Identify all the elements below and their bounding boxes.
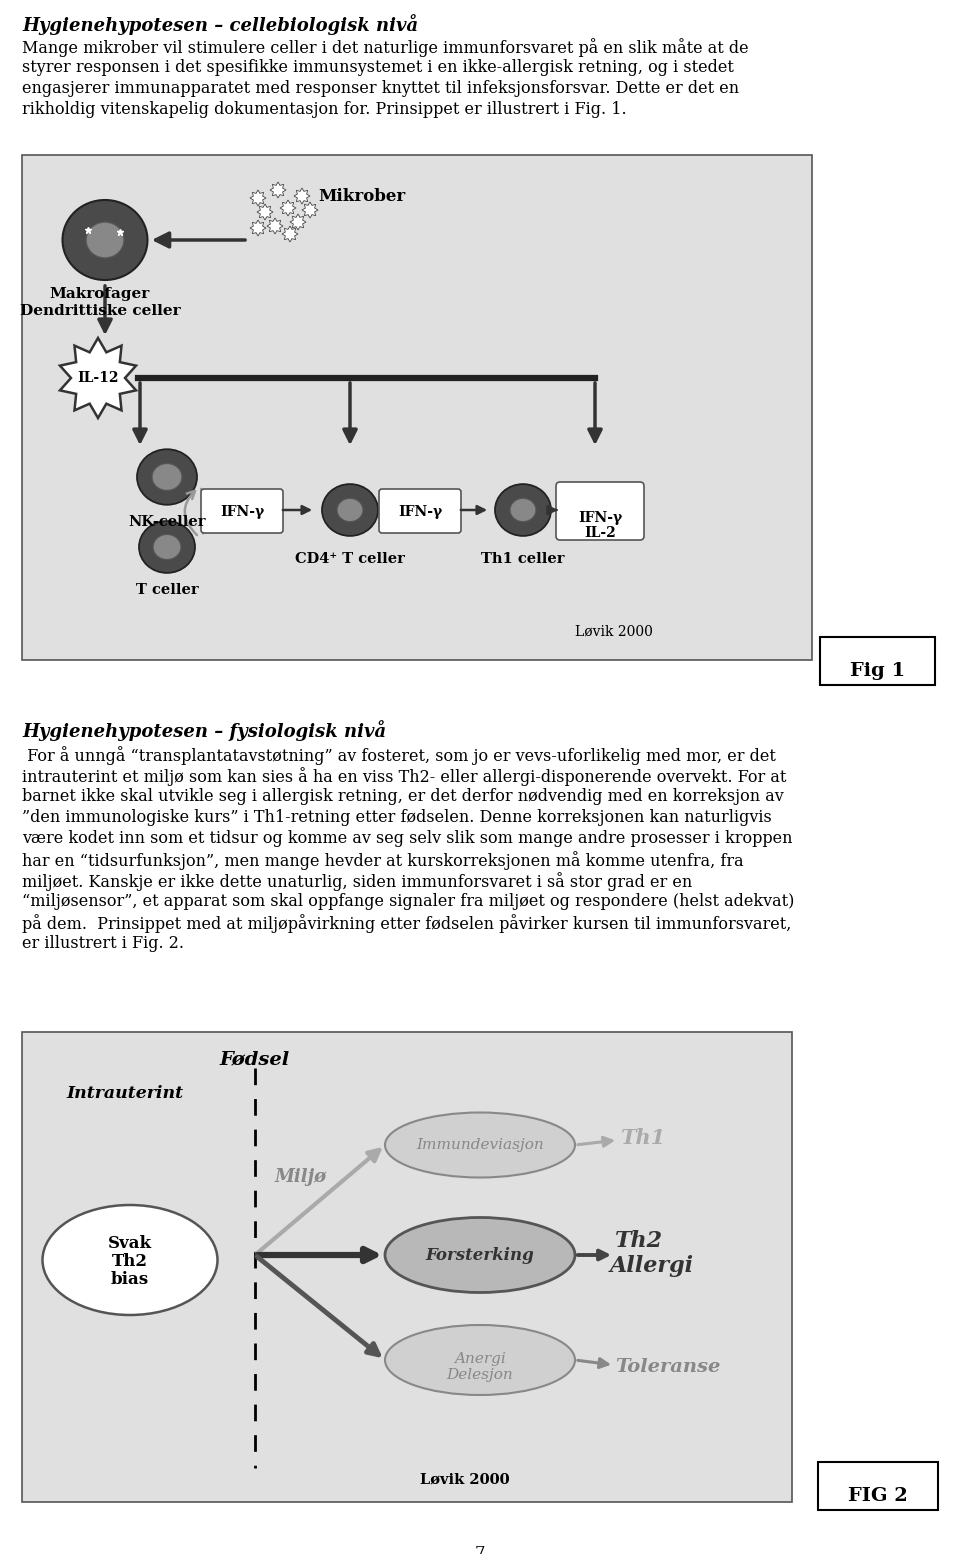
FancyBboxPatch shape [22,155,812,660]
Ellipse shape [495,485,551,536]
Ellipse shape [510,499,536,522]
Text: Fig 1: Fig 1 [851,662,905,681]
Text: Løvik 2000: Løvik 2000 [575,625,653,639]
Polygon shape [60,339,136,418]
Text: 7: 7 [474,1545,486,1554]
Text: på dem.  Prinsippet med at miljøpåvirkning etter fødselen påvirker kursen til im: på dem. Prinsippet med at miljøpåvirknin… [22,914,791,932]
Ellipse shape [322,485,378,536]
Text: T celler: T celler [135,583,199,597]
Text: Allergi: Allergi [610,1256,694,1277]
Text: For å unngå “transplantatavstøtning” av fosteret, som jo er vevs-uforlikelig med: For å unngå “transplantatavstøtning” av … [22,746,776,765]
Ellipse shape [152,463,182,491]
Text: Mange mikrober vil stimulere celler i det naturlige immunforsvaret på en slik må: Mange mikrober vil stimulere celler i de… [22,37,749,57]
Ellipse shape [385,1217,575,1293]
Text: engasjerer immunapparatet med responser knyttet til infeksjonsforsvar. Dette er : engasjerer immunapparatet med responser … [22,79,739,96]
Text: Immundeviasjon: Immundeviasjon [416,1138,544,1152]
Text: Løvik 2000: Løvik 2000 [420,1472,510,1486]
Text: IFN-γ: IFN-γ [220,505,264,519]
Text: er illustrert i Fig. 2.: er illustrert i Fig. 2. [22,936,184,953]
Text: har en “tidsurfunksjon”, men mange hevder at kurskorreksjonen må komme utenfra, : har en “tidsurfunksjon”, men mange hevde… [22,852,744,870]
Text: NK-celler: NK-celler [129,514,205,528]
Polygon shape [280,200,296,216]
Polygon shape [267,218,283,235]
Ellipse shape [62,200,148,280]
Polygon shape [282,225,298,242]
Text: Hygienehypotesen – cellebiologisk nivå: Hygienehypotesen – cellebiologisk nivå [22,14,419,34]
Polygon shape [270,182,286,197]
Ellipse shape [137,449,197,505]
Polygon shape [250,221,266,236]
Text: bias: bias [111,1271,149,1288]
Ellipse shape [139,521,195,573]
Text: Anergi: Anergi [454,1352,506,1366]
Polygon shape [257,204,273,221]
Text: Delesjon: Delesjon [446,1368,514,1382]
Ellipse shape [86,222,124,258]
FancyBboxPatch shape [820,637,935,685]
Text: Dendrittiske celler: Dendrittiske celler [20,305,180,319]
Text: Svak: Svak [108,1235,152,1253]
Text: Th1 celler: Th1 celler [481,552,564,566]
Text: miljøet. Kanskje er ikke dette unaturlig, siden immunforsvaret i så stor grad er: miljøet. Kanskje er ikke dette unaturlig… [22,872,692,890]
FancyBboxPatch shape [22,1032,792,1503]
Text: Th2: Th2 [615,1231,663,1253]
Text: Makrofager: Makrofager [50,287,150,301]
FancyBboxPatch shape [379,490,461,533]
Ellipse shape [385,1326,575,1395]
Text: IFN-γ: IFN-γ [398,505,442,519]
Ellipse shape [385,1113,575,1178]
Text: Th1: Th1 [620,1128,665,1148]
Ellipse shape [153,535,181,559]
Text: Forsterking: Forsterking [425,1246,535,1263]
Text: FIG 2: FIG 2 [848,1487,908,1504]
Text: IFN-γ: IFN-γ [578,511,622,525]
FancyBboxPatch shape [201,490,283,533]
Text: styrer responsen i det spesifikke immunsystemet i en ikke-allergisk retning, og : styrer responsen i det spesifikke immuns… [22,59,733,76]
FancyBboxPatch shape [556,482,644,539]
Polygon shape [290,214,306,230]
Text: IL-12: IL-12 [77,371,119,385]
Text: barnet ikke skal utvikle seg i allergisk retning, er det derfor nødvendig med en: barnet ikke skal utvikle seg i allergisk… [22,788,783,805]
Text: “miljøsensor”, et apparat som skal oppfange signaler fra miljøet og respondere (: “miljøsensor”, et apparat som skal oppfa… [22,894,794,911]
FancyBboxPatch shape [818,1462,938,1510]
Ellipse shape [42,1204,218,1315]
Polygon shape [302,202,318,218]
Text: rikholdig vitenskapelig dokumentasjon for. Prinsippet er illustrert i Fig. 1.: rikholdig vitenskapelig dokumentasjon fo… [22,101,627,118]
Text: Mikrober: Mikrober [318,188,405,205]
Text: Toleranse: Toleranse [615,1358,720,1375]
Ellipse shape [337,499,363,522]
Text: Hygienehypotesen – fysiologisk nivå: Hygienehypotesen – fysiologisk nivå [22,720,386,741]
Text: Th2: Th2 [112,1253,148,1270]
Text: Fødsel: Fødsel [220,1051,290,1068]
Polygon shape [294,188,310,204]
Text: Miljø: Miljø [275,1169,327,1186]
Text: Intrauterint: Intrauterint [66,1085,183,1102]
Text: IL-2: IL-2 [584,525,616,539]
Text: CD4⁺ T celler: CD4⁺ T celler [295,552,405,566]
Text: intrauterint et miljø som kan sies å ha en viss Th2- eller allergi-disponerende : intrauterint et miljø som kan sies å ha … [22,768,786,786]
Text: være kodet inn som et tidsur og komme av seg selv slik som mange andre prosesser: være kodet inn som et tidsur og komme av… [22,830,793,847]
Polygon shape [250,190,266,207]
Text: ”den immunologiske kurs” i Th1-retning etter fødselen. Denne korreksjonen kan na: ”den immunologiske kurs” i Th1-retning e… [22,810,772,827]
